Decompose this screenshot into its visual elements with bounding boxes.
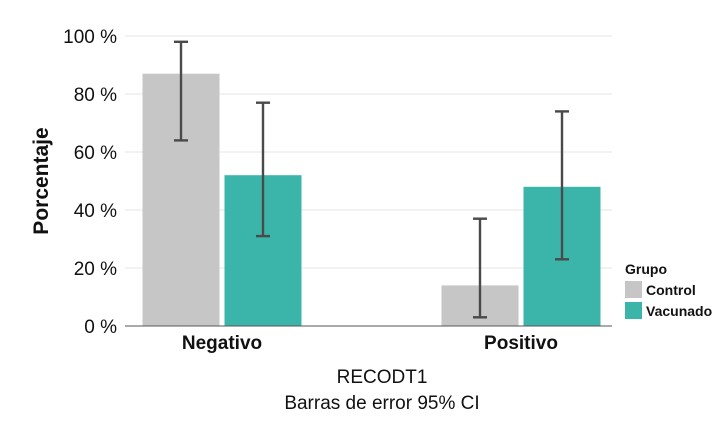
x-category-label: Positivo [484,333,558,354]
error-bar-control-negativo [174,40,188,142]
legend: Grupo Control Vacunado [625,261,712,319]
error-bars [174,40,569,319]
y-tick-label: 40 % [74,201,117,222]
bars [142,73,601,326]
y-tick-label: 80 % [74,85,117,106]
y-axis-ticks: 0 % 20 % 40 % 60 % 80 % 100 % [63,27,117,338]
y-tick-label: 20 % [74,259,117,280]
error-bar-vacunado-negativo [256,101,270,238]
legend-swatch-control [625,281,642,298]
legend-label-vacunado: Vacunado [646,303,712,319]
x-axis-label: RECODT1 [337,367,428,388]
y-tick-label: 0 % [84,317,117,338]
x-axis-categories: Negativo Positivo [182,333,558,354]
error-bar-vacunado-positivo [555,110,569,261]
y-tick-label: 60 % [74,143,117,164]
legend-label-control: Control [646,282,696,298]
legend-title: Grupo [625,261,667,277]
y-tick-label: 100 % [63,27,117,48]
legend-swatch-vacunado [625,302,642,319]
error-bar-control-positivo [473,217,487,319]
y-axis-label: Porcentaje [30,127,53,234]
chart-subtitle: Barras de error 95% CI [284,393,479,414]
x-category-label: Negativo [182,333,262,354]
